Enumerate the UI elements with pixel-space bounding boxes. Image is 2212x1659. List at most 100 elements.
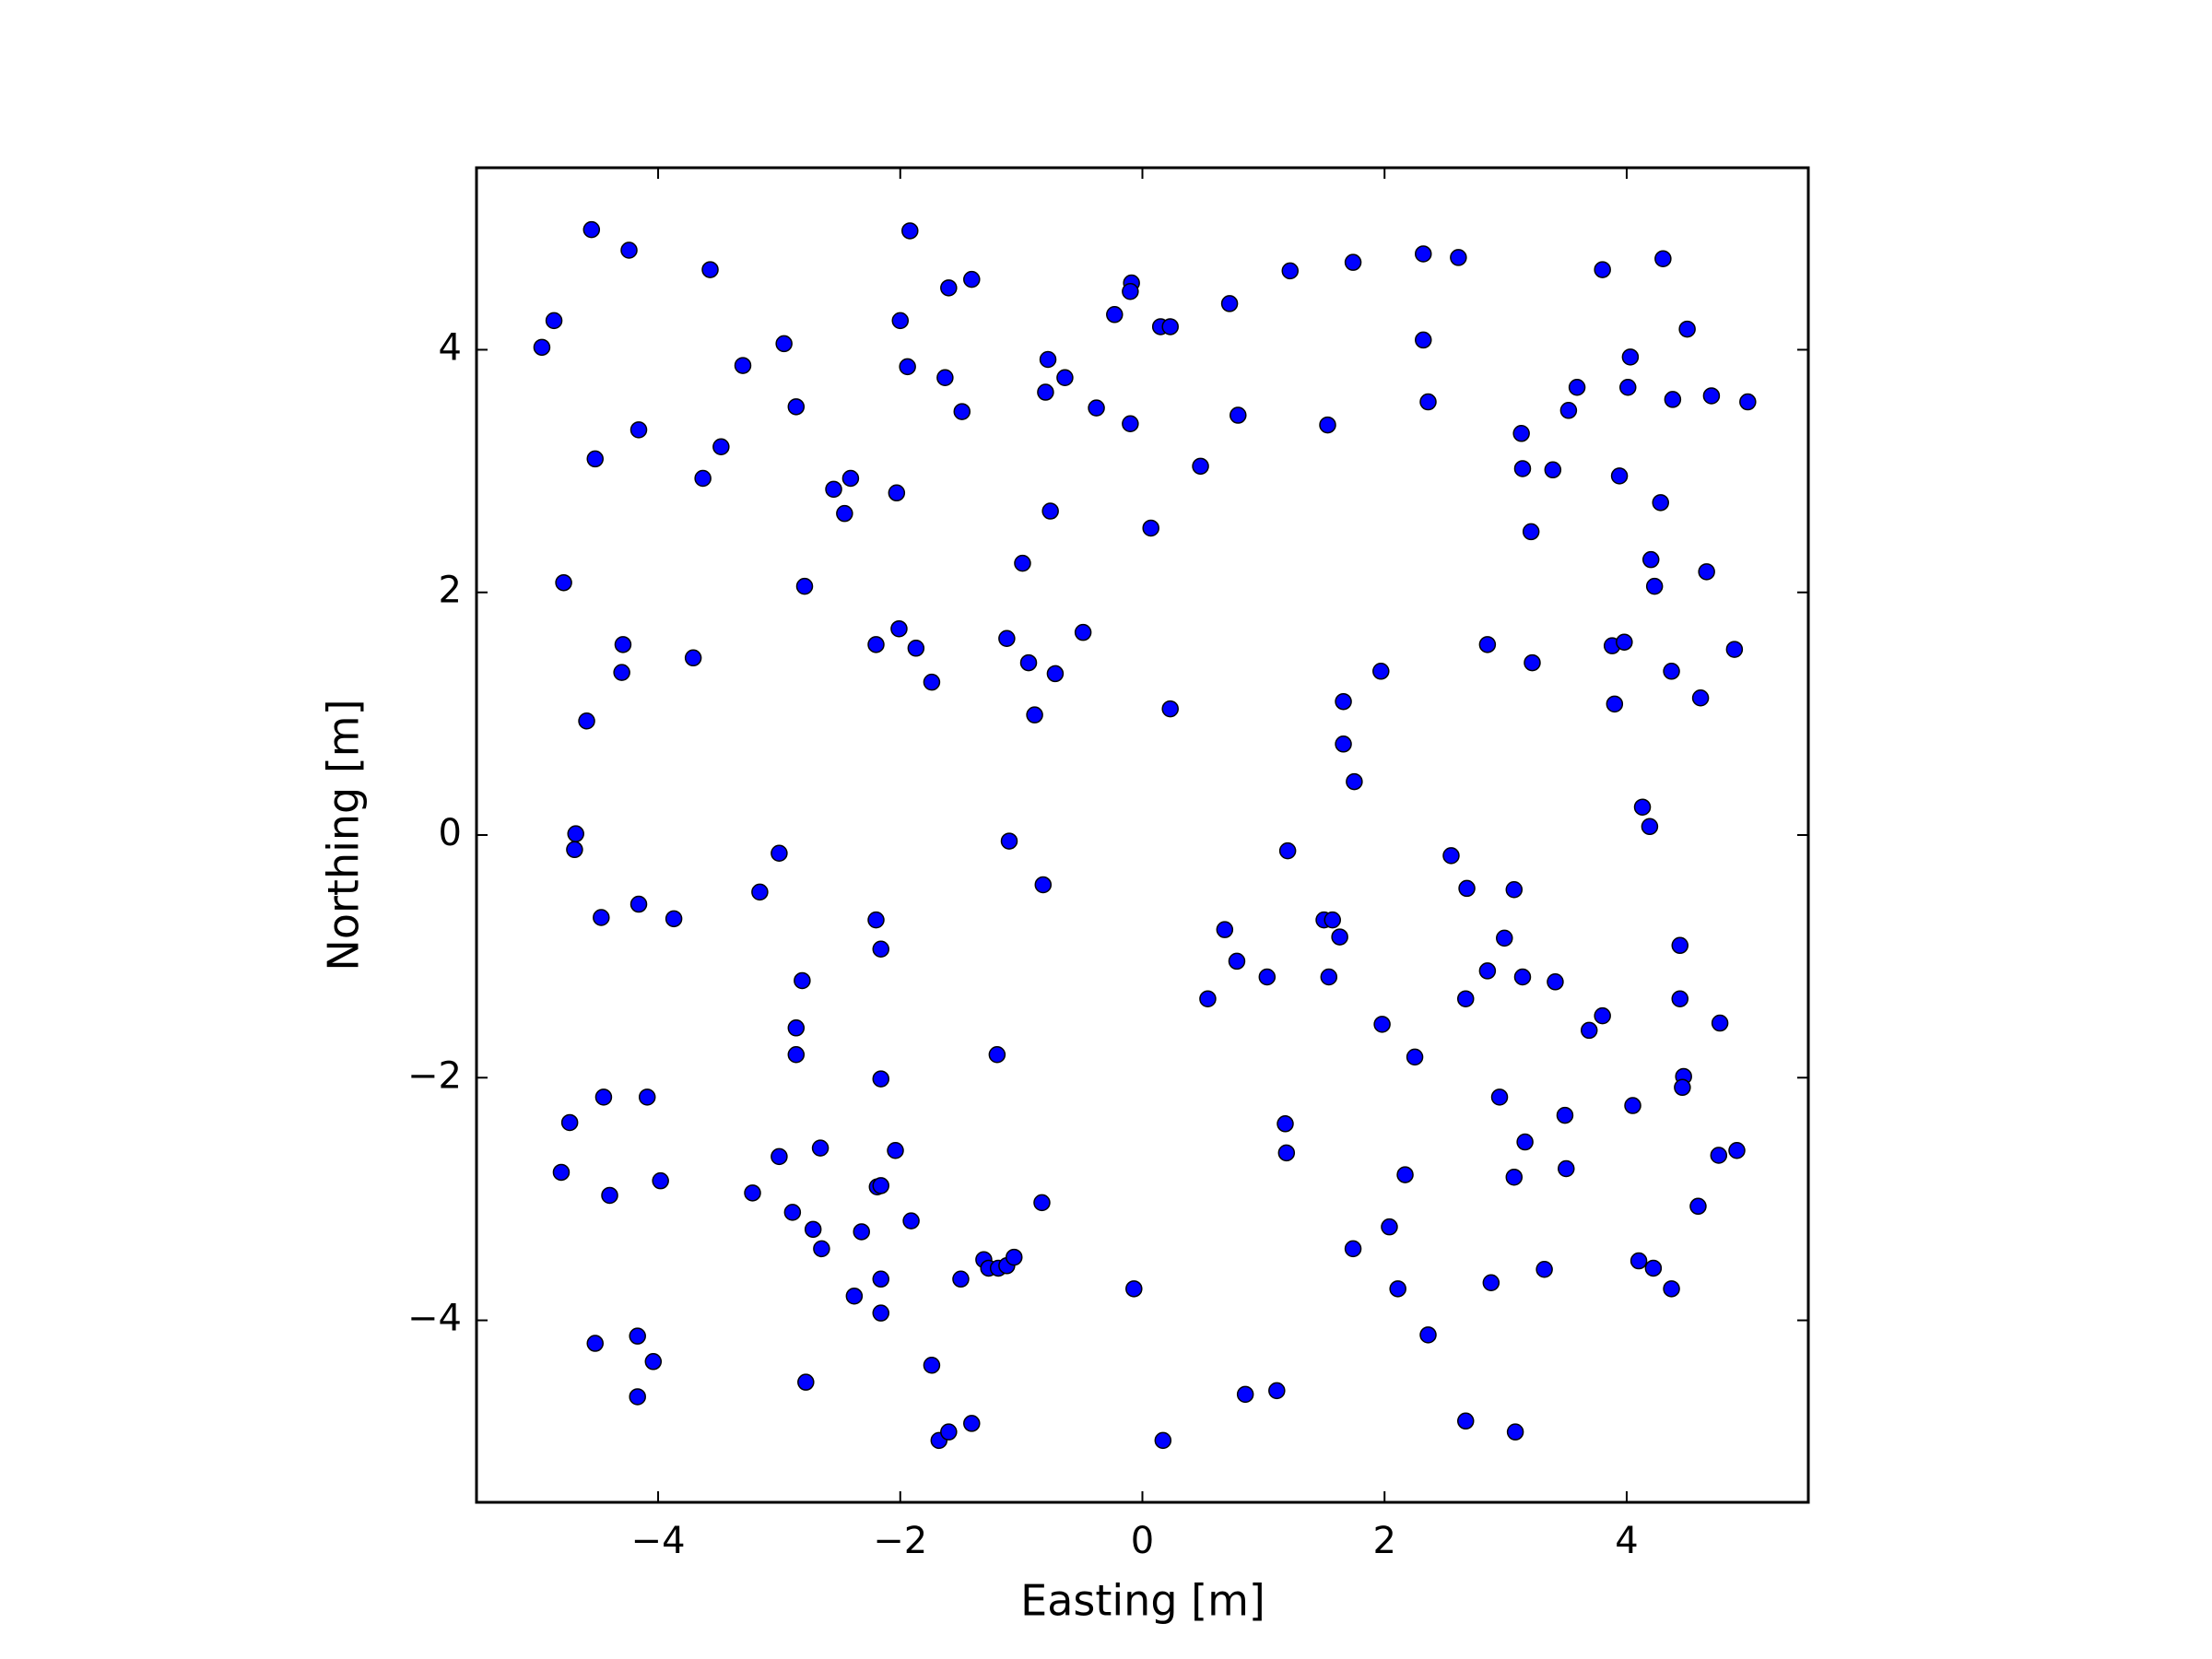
point [940, 1423, 958, 1441]
point [771, 844, 788, 862]
point [841, 469, 860, 488]
point [1698, 563, 1715, 581]
point [712, 438, 730, 456]
point [1335, 692, 1352, 711]
point [907, 640, 925, 657]
point [1663, 1280, 1680, 1298]
point [787, 1019, 806, 1037]
point [1522, 523, 1540, 541]
point [1381, 1218, 1398, 1236]
point [901, 222, 919, 240]
point [1039, 350, 1057, 369]
point [1633, 798, 1652, 816]
point [1161, 318, 1179, 335]
point [1319, 416, 1336, 434]
point [1616, 633, 1633, 651]
y-tick-label: 2 [439, 570, 462, 612]
point [629, 895, 648, 913]
point [555, 573, 572, 592]
point [794, 971, 811, 990]
plot-frame [475, 166, 1810, 1504]
point [923, 1357, 941, 1374]
x-tick-label: −2 [873, 1520, 927, 1562]
point [1711, 1014, 1729, 1032]
point [1106, 306, 1124, 324]
point [1558, 1159, 1575, 1178]
point [1641, 818, 1659, 836]
point [775, 335, 793, 353]
y-tick-label: 4 [439, 326, 462, 369]
point [1406, 1048, 1424, 1066]
point [1490, 1088, 1509, 1106]
point [813, 1240, 830, 1258]
x-tick-label: 4 [1615, 1520, 1638, 1562]
point [1034, 876, 1053, 894]
point [1482, 1274, 1500, 1291]
point [1535, 1261, 1553, 1278]
point [1154, 1431, 1172, 1450]
point [1556, 1106, 1574, 1124]
point [1674, 1078, 1691, 1097]
point [620, 241, 638, 259]
point [771, 1147, 788, 1166]
point [1645, 577, 1664, 595]
point [1026, 706, 1043, 724]
point [888, 484, 906, 502]
point [629, 1327, 646, 1345]
point [1019, 653, 1038, 672]
point [1513, 968, 1532, 986]
point [797, 1373, 815, 1391]
point [1689, 1197, 1707, 1216]
point [1505, 1168, 1524, 1186]
point [1506, 1423, 1524, 1441]
point [1442, 847, 1460, 865]
point [1056, 369, 1074, 386]
point [836, 504, 853, 523]
point [902, 1212, 920, 1230]
point [701, 261, 719, 278]
point [1516, 1133, 1534, 1151]
point [872, 1070, 890, 1088]
point [1277, 1144, 1296, 1162]
point [1652, 494, 1669, 512]
point [1320, 968, 1338, 986]
point [1216, 921, 1234, 938]
point [533, 338, 551, 357]
point [1496, 929, 1513, 947]
point [652, 1171, 669, 1190]
point [1739, 393, 1757, 411]
point [1220, 295, 1239, 312]
point [1458, 879, 1476, 898]
point [1122, 415, 1139, 433]
point [1088, 399, 1105, 417]
point [1606, 695, 1624, 713]
point [629, 421, 648, 439]
point [936, 369, 954, 386]
point [923, 673, 941, 691]
point [1559, 402, 1578, 419]
point [1624, 1097, 1641, 1114]
point [1524, 653, 1541, 672]
point [940, 279, 958, 297]
point [1142, 519, 1159, 537]
point [1547, 973, 1564, 991]
point [1415, 245, 1432, 263]
point [853, 1223, 870, 1241]
x-tick-label: 2 [1373, 1520, 1396, 1562]
point [1415, 331, 1432, 349]
point [1664, 391, 1682, 408]
point [644, 1353, 663, 1371]
point [1331, 928, 1348, 946]
point [1041, 502, 1059, 520]
point [1478, 636, 1497, 653]
point [1046, 665, 1065, 683]
point [1033, 1194, 1051, 1212]
point [1619, 379, 1637, 396]
point [638, 1088, 656, 1106]
point [1268, 1382, 1286, 1400]
point [1580, 1021, 1598, 1040]
point [825, 480, 842, 499]
point [578, 712, 595, 730]
point [795, 577, 814, 595]
y-tick-label: 0 [439, 812, 462, 854]
